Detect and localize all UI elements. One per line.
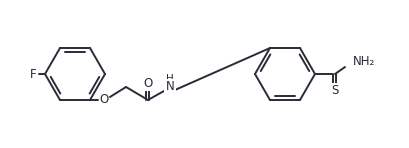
- Text: NH₂: NH₂: [352, 54, 374, 67]
- Text: H: H: [166, 74, 173, 84]
- Text: S: S: [330, 83, 338, 96]
- Text: F: F: [29, 67, 36, 81]
- Text: N: N: [165, 81, 174, 94]
- Text: O: O: [99, 94, 108, 106]
- Text: O: O: [143, 78, 152, 90]
